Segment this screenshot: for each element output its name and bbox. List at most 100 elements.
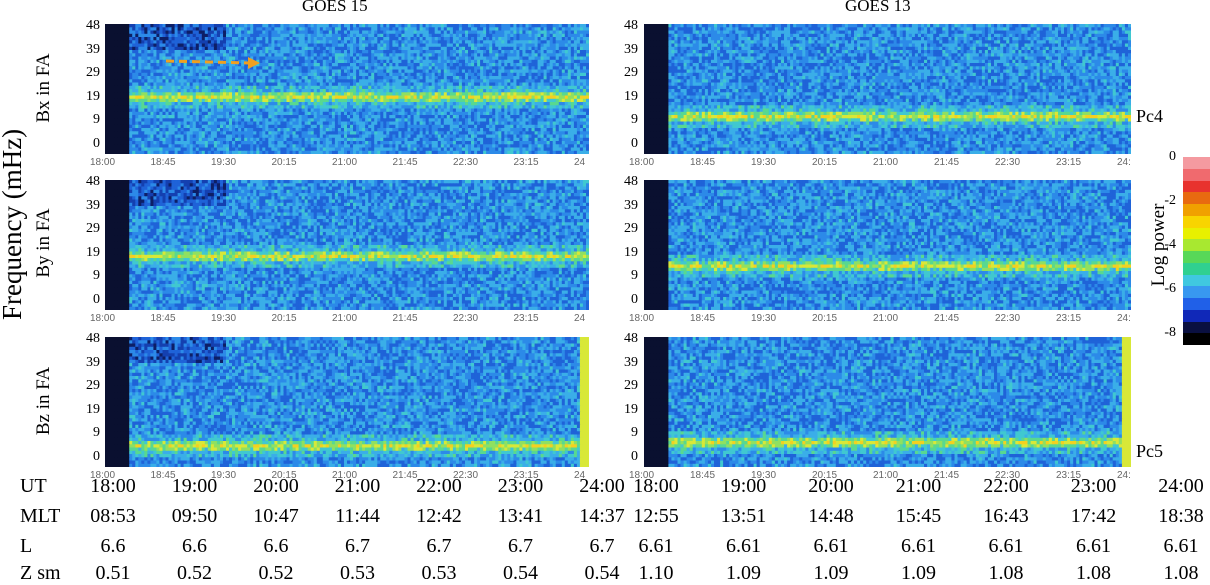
heatmap-cell bbox=[307, 105, 312, 110]
heatmap-cell bbox=[498, 118, 502, 123]
heatmap-cell bbox=[150, 50, 154, 54]
heatmap-cell bbox=[183, 82, 188, 87]
heatmap-cell bbox=[213, 59, 218, 64]
heatmap-cell bbox=[362, 56, 366, 61]
heatmap-cell bbox=[105, 40, 109, 45]
heatmap-cell bbox=[313, 102, 318, 106]
heatmap-cell bbox=[316, 102, 321, 106]
heatmap-cell bbox=[247, 92, 251, 97]
heatmap-cell bbox=[207, 76, 212, 80]
heatmap-cell bbox=[223, 46, 227, 51]
heatmap-cell bbox=[555, 24, 560, 28]
heatmap-cell bbox=[431, 92, 436, 97]
heatmap-cell bbox=[259, 56, 263, 61]
heatmap-cell bbox=[477, 24, 481, 28]
heatmap-cell bbox=[220, 63, 224, 67]
heatmap-cell bbox=[307, 92, 312, 97]
heatmap-cell bbox=[489, 82, 493, 87]
heatmap-cell bbox=[322, 102, 327, 106]
heatmap-cell bbox=[141, 53, 145, 58]
heatmap-cell bbox=[419, 105, 424, 110]
heatmap-cell bbox=[117, 79, 121, 84]
heatmap-cell bbox=[180, 121, 185, 126]
heatmap-cell bbox=[162, 85, 167, 90]
heatmap-cell bbox=[446, 121, 451, 126]
heatmap-cell bbox=[395, 108, 399, 113]
heatmap-cell bbox=[250, 66, 254, 71]
heatmap-cell bbox=[471, 72, 475, 77]
heatmap-cell bbox=[126, 59, 130, 64]
heatmap-cell bbox=[398, 115, 402, 119]
heatmap-cell bbox=[337, 37, 342, 41]
heatmap-cell bbox=[567, 111, 572, 116]
heatmap-cell bbox=[410, 37, 415, 41]
heatmap-cell bbox=[525, 40, 530, 45]
heatmap-cell bbox=[573, 98, 578, 103]
heatmap-cell bbox=[480, 79, 484, 84]
heatmap-cell bbox=[144, 98, 148, 103]
heatmap-cell bbox=[546, 82, 551, 87]
heatmap-cell bbox=[201, 69, 206, 74]
heatmap-cell bbox=[138, 56, 142, 61]
heatmap-cell bbox=[198, 82, 203, 87]
heatmap-cell bbox=[286, 79, 291, 84]
heatmap-cell bbox=[471, 79, 475, 84]
heatmap-cell bbox=[229, 89, 233, 93]
heatmap-cell bbox=[286, 37, 291, 41]
heatmap-cell bbox=[310, 98, 315, 103]
heatmap-cell bbox=[446, 63, 451, 67]
heatmap-cell bbox=[241, 43, 245, 48]
heatmap-cell bbox=[111, 69, 115, 74]
heatmap-cell bbox=[244, 79, 248, 84]
heatmap-cell bbox=[582, 63, 587, 67]
heatmap-cell bbox=[301, 95, 306, 100]
heatmap-cell bbox=[486, 89, 490, 93]
heatmap-cell bbox=[582, 69, 587, 74]
heatmap-cell bbox=[144, 92, 148, 97]
heatmap-cell bbox=[162, 40, 167, 45]
heatmap-cell bbox=[507, 108, 511, 113]
heatmap-cell bbox=[120, 98, 124, 103]
heatmap-cell bbox=[283, 89, 288, 93]
heatmap-cell bbox=[289, 24, 294, 28]
heatmap-cell bbox=[498, 27, 502, 32]
heatmap-cell bbox=[567, 37, 572, 41]
heatmap-cell bbox=[132, 95, 136, 100]
heatmap-cell bbox=[274, 105, 278, 110]
heatmap-cell bbox=[543, 95, 548, 100]
heatmap-cell bbox=[383, 59, 387, 64]
heatmap-cell bbox=[504, 108, 508, 113]
heatmap-cell bbox=[395, 37, 399, 41]
heatmap-cell bbox=[192, 30, 197, 35]
heatmap-cell bbox=[114, 56, 118, 61]
heatmap-cell bbox=[304, 72, 309, 77]
heatmap-cell bbox=[570, 82, 575, 87]
heatmap-cell bbox=[129, 108, 133, 113]
heatmap-cell bbox=[465, 98, 469, 103]
heatmap-cell bbox=[111, 30, 115, 35]
heatmap-cell bbox=[570, 30, 575, 35]
heatmap-cell bbox=[474, 40, 478, 45]
heatmap-cell bbox=[522, 118, 526, 123]
heatmap-cell bbox=[377, 98, 381, 103]
heatmap-cell bbox=[510, 92, 514, 97]
heatmap-cell bbox=[567, 85, 572, 90]
heatmap-cell bbox=[120, 33, 124, 38]
heatmap-cell bbox=[220, 72, 224, 77]
heatmap-cell bbox=[304, 98, 309, 103]
heatmap-cell bbox=[265, 95, 269, 100]
heatmap-cell bbox=[250, 37, 254, 41]
heatmap-cell bbox=[150, 102, 154, 106]
heatmap-cell bbox=[416, 43, 421, 48]
heatmap-cell bbox=[244, 76, 248, 80]
heatmap-cell bbox=[201, 43, 206, 48]
heatmap-cell bbox=[344, 121, 348, 126]
heatmap-cell bbox=[413, 59, 418, 64]
heatmap-cell bbox=[374, 56, 378, 61]
heatmap-cell bbox=[471, 102, 475, 106]
heatmap-cell bbox=[534, 53, 539, 58]
heatmap-cell bbox=[171, 89, 176, 93]
heatmap-cell bbox=[395, 98, 399, 103]
heatmap-cell bbox=[171, 115, 176, 119]
heatmap-cell bbox=[546, 111, 551, 116]
